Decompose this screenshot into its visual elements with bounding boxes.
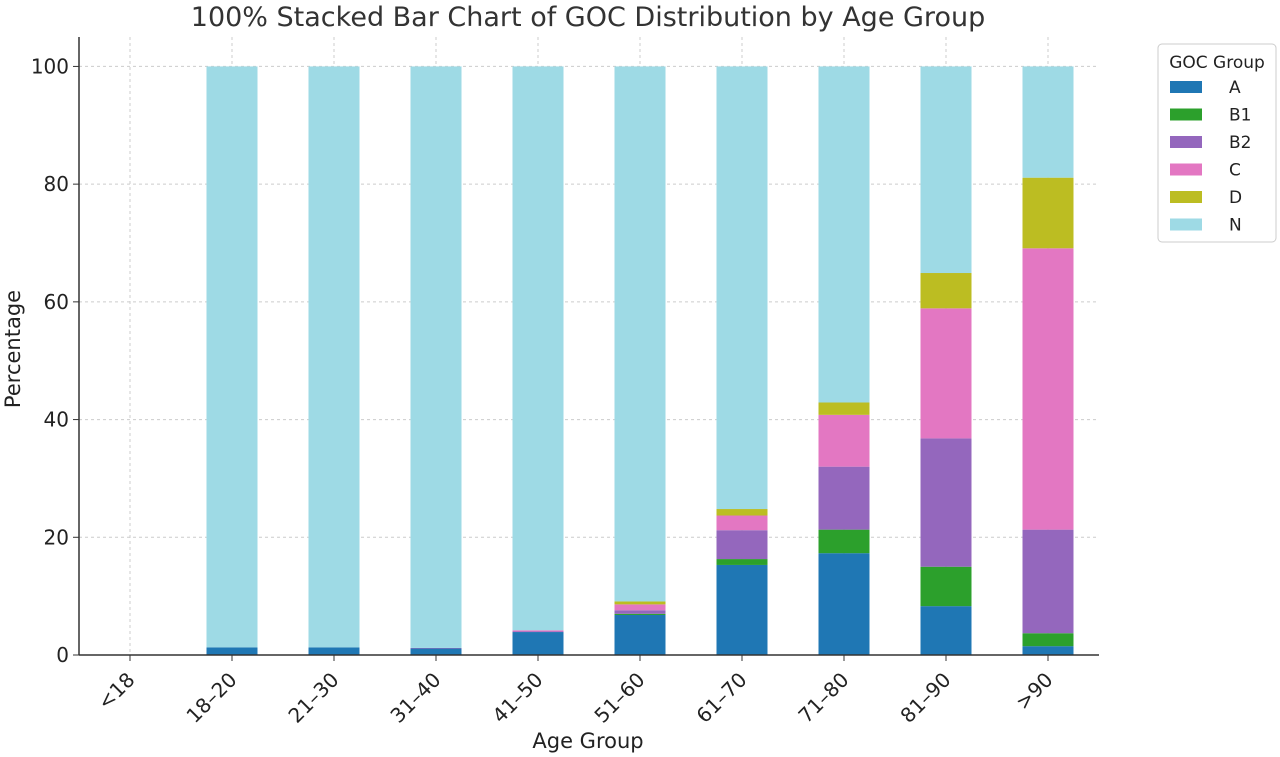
bar-segment bbox=[818, 529, 870, 554]
y-axis-title: Percentage bbox=[1, 290, 25, 408]
bar-stack bbox=[512, 66, 564, 655]
bar-segment bbox=[1022, 529, 1074, 634]
x-tick-label: 71–80 bbox=[793, 668, 853, 728]
legend-label: N bbox=[1229, 216, 1242, 236]
bar-segment bbox=[614, 610, 666, 614]
bar-segment bbox=[308, 66, 360, 648]
bar-segment bbox=[716, 530, 768, 560]
y-tick-label: 100 bbox=[31, 54, 69, 78]
bar-segment bbox=[818, 66, 870, 403]
bar-segment bbox=[614, 614, 666, 655]
bar-segment bbox=[614, 613, 666, 615]
bars-layer bbox=[206, 66, 1074, 655]
y-tick-label: 40 bbox=[44, 408, 69, 432]
x-tick-label: 61–70 bbox=[691, 668, 751, 728]
legend-swatch bbox=[1170, 136, 1202, 148]
legend-swatch bbox=[1170, 191, 1202, 203]
bar-segment bbox=[716, 559, 768, 565]
bar-segment bbox=[410, 647, 462, 649]
bar-segment bbox=[410, 66, 462, 648]
bar-segment bbox=[716, 564, 768, 655]
bar-segment bbox=[614, 66, 666, 602]
bar-stack bbox=[614, 66, 666, 655]
x-tick-label: 21–30 bbox=[283, 668, 343, 728]
legend-item: B2 bbox=[1170, 133, 1251, 153]
bar-segment bbox=[512, 632, 564, 655]
bar-stack bbox=[1022, 66, 1074, 655]
bar-segment bbox=[716, 515, 768, 531]
x-tick-label: 18–20 bbox=[181, 668, 241, 728]
bar-segment bbox=[716, 66, 768, 510]
y-tick-label: 0 bbox=[56, 643, 69, 667]
bar-segment bbox=[614, 604, 666, 611]
x-tick-label: 41–50 bbox=[487, 668, 547, 728]
bar-segment bbox=[1022, 646, 1074, 655]
bar-segment bbox=[1022, 177, 1074, 249]
bar-stack bbox=[818, 66, 870, 655]
bar-segment bbox=[410, 648, 462, 655]
legend: GOC Group A B1 B2 CDN bbox=[1157, 43, 1277, 243]
legend-label: B2 bbox=[1229, 133, 1251, 153]
y-tick-label: 20 bbox=[44, 525, 69, 549]
bar-segment bbox=[818, 414, 870, 467]
x-tick-label: >90 bbox=[1011, 668, 1058, 715]
bar-segment bbox=[512, 630, 564, 632]
bar-segment bbox=[920, 66, 972, 274]
bar-segment bbox=[1022, 633, 1074, 647]
legend-items: A B1 B2 CDN bbox=[1170, 78, 1251, 236]
legend-title: GOC Group bbox=[1169, 53, 1265, 73]
x-tick-label: 31–40 bbox=[385, 668, 445, 728]
legend-label: D bbox=[1229, 188, 1242, 208]
bar-segment bbox=[206, 66, 258, 648]
legend-item: B1 bbox=[1170, 106, 1251, 126]
bar-segment bbox=[920, 273, 972, 309]
legend-item: A bbox=[1170, 78, 1241, 98]
bar-segment bbox=[614, 601, 666, 605]
bar-segment bbox=[818, 553, 870, 655]
bar-segment bbox=[716, 509, 768, 516]
bar-stack bbox=[920, 66, 972, 655]
legend-swatch bbox=[1170, 108, 1202, 121]
bar-segment bbox=[818, 402, 870, 415]
legend-item: C bbox=[1170, 161, 1241, 181]
bar-segment bbox=[920, 308, 972, 439]
bar-stack bbox=[410, 66, 462, 655]
bar-stack bbox=[716, 66, 768, 655]
legend-item: D bbox=[1170, 188, 1242, 208]
legend-label: C bbox=[1229, 161, 1241, 181]
x-tick-label: <18 bbox=[93, 668, 140, 715]
x-tick-label: 51–60 bbox=[589, 668, 649, 728]
bar-stack bbox=[206, 66, 258, 655]
legend-label: B1 bbox=[1229, 106, 1251, 126]
bar-segment bbox=[818, 466, 870, 530]
bar-segment bbox=[920, 566, 972, 607]
bar-segment bbox=[308, 647, 360, 655]
bar-segment bbox=[512, 631, 564, 633]
x-tick-label: 81–90 bbox=[895, 668, 955, 728]
bar-stack bbox=[308, 66, 360, 655]
bar-segment bbox=[206, 647, 258, 655]
legend-item: N bbox=[1170, 216, 1242, 236]
bar-segment bbox=[920, 606, 972, 655]
legend-swatch bbox=[1170, 81, 1202, 93]
chart-title: 100% Stacked Bar Chart of GOC Distributi… bbox=[191, 2, 985, 33]
y-tick-label: 60 bbox=[44, 290, 69, 314]
bar-segment bbox=[512, 66, 564, 631]
legend-swatch bbox=[1170, 163, 1202, 176]
bar-segment bbox=[1022, 248, 1074, 530]
bar-segment bbox=[1022, 66, 1074, 178]
y-tick-label: 80 bbox=[44, 172, 69, 196]
legend-label: A bbox=[1229, 78, 1241, 98]
x-axis-title: Age Group bbox=[532, 729, 643, 753]
bar-segment bbox=[920, 438, 972, 567]
legend-swatch bbox=[1170, 218, 1202, 231]
